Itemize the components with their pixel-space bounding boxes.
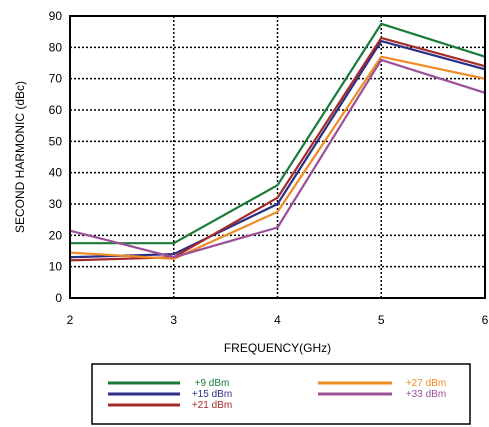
- y-tick-label: 60: [49, 103, 63, 117]
- legend-label: +21 dBm: [192, 400, 232, 411]
- x-tick-labels: 2 3 4 5 6: [67, 313, 489, 327]
- legend-label: +15 dBm: [192, 389, 232, 400]
- y-tick-label: 40: [49, 166, 63, 180]
- x-tick-label: 6: [482, 313, 489, 327]
- x-tick-label: 5: [378, 313, 385, 327]
- y-tick-label: 10: [49, 260, 63, 274]
- x-tick-label: 4: [274, 313, 281, 327]
- y-tick-label: 30: [49, 197, 63, 211]
- plot-frame: [69, 15, 486, 299]
- y-axis-title: SECOND HARMONIC (dBc): [13, 81, 27, 233]
- y-tick-label: 50: [49, 134, 63, 148]
- x-axis-title: FREQUENCY(GHz): [224, 341, 331, 355]
- legend-entries: +9 dBm+15 dBm+21 dBm +27 dBm+33 dBm: [108, 378, 446, 411]
- legend-label: +27 dBm: [406, 378, 446, 389]
- y-tick-labels: 0 10 20 30 40 50 60 70 80 90: [49, 9, 63, 305]
- legend-label: +9 dBm: [195, 378, 230, 389]
- x-tick-label: 3: [170, 313, 177, 327]
- series-line: [70, 22, 486, 245]
- y-tick-label: 20: [49, 228, 63, 242]
- x-tick-label: 2: [67, 313, 74, 327]
- series-line: [69, 36, 486, 262]
- legend-label: +33 dBm: [406, 389, 446, 400]
- series-line: [69, 58, 486, 259]
- y-tick-label: 0: [55, 291, 62, 305]
- y-tick-label: 70: [49, 72, 63, 86]
- series-line: [69, 55, 486, 260]
- series-line: [69, 39, 486, 259]
- series-lines: [69, 22, 486, 262]
- y-tick-label: 90: [49, 9, 63, 23]
- y-tick-label: 80: [49, 40, 63, 54]
